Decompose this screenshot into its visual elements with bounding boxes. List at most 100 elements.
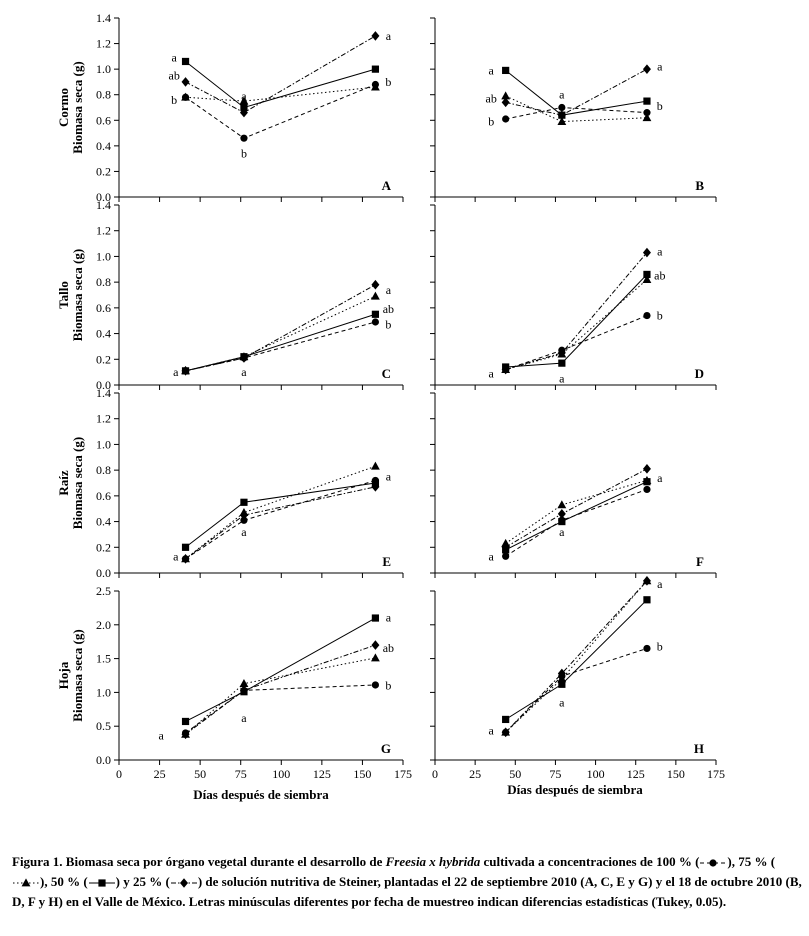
data-point: [502, 715, 510, 724]
panel-C: 0.0 0.2 0.4 0.6 0.8 1.0 1.2 1.4 a a a ab b C: [96, 198, 404, 392]
panel-F: a a a F: [430, 392, 717, 578]
y-tick-label: 0.6: [96, 113, 111, 127]
data-point: [558, 103, 566, 112]
significance-letter: b: [657, 639, 663, 653]
significance-letter: a: [173, 365, 179, 379]
panel-G: 0.0 0.5 1.0 1.5 2.0 2.5 0 25 50 75 100 125 150 175 a a a…: [96, 584, 412, 781]
significance-letter: a: [657, 577, 663, 591]
data-point: [642, 576, 651, 586]
legend-swatch-100: [700, 859, 727, 867]
legend-swatch-25: [170, 878, 197, 888]
row-title: Hoja Biomasa seca (g): [56, 629, 85, 721]
significance-letter: ab: [169, 69, 180, 83]
significance-letter: a: [489, 549, 495, 563]
row-organ-label: Tallo: [56, 281, 71, 309]
row-unit-label: Biomasa seca (g): [70, 437, 85, 529]
y-tick-label: 2.0: [96, 618, 111, 632]
data-point: [240, 103, 248, 112]
data-point: [181, 717, 190, 726]
data-point: [557, 348, 566, 358]
panel-label: A: [382, 178, 392, 193]
caption-mid: cultivada a concentraciones de 100 % (: [480, 854, 700, 869]
significance-letter: a: [657, 60, 663, 74]
data-point: [643, 644, 651, 653]
series-line: [505, 580, 648, 733]
significance-letter: a: [657, 244, 663, 258]
series-line: [505, 488, 648, 557]
y-tick-label: 2.5: [96, 584, 111, 598]
y-tick-label: 0.0: [96, 566, 111, 580]
series-line: [185, 617, 376, 722]
data-point: [240, 516, 248, 524]
significance-letter: a: [386, 470, 392, 484]
row-unit-label: Biomasa seca (g): [70, 629, 85, 721]
significance-letter: a: [172, 51, 178, 65]
data-point: [502, 66, 510, 75]
significance-letter: a: [489, 366, 495, 380]
significance-letter: a: [559, 88, 565, 102]
data-point: [501, 364, 510, 375]
data-point: [557, 500, 567, 509]
data-point: [557, 668, 566, 679]
x-tick-label: 25: [154, 767, 166, 781]
x-tick-label: 125: [313, 767, 331, 781]
x-tick-label: 125: [627, 767, 645, 781]
y-tick-label: 0.2: [96, 352, 111, 366]
data-point: [371, 461, 380, 470]
x-tick-label: 50: [509, 767, 521, 781]
y-tick-label: 0.6: [96, 301, 111, 315]
y-tick-label: 1.0: [96, 437, 111, 451]
y-tick-label: 1.4: [96, 198, 111, 212]
x-tick-label: 0: [116, 767, 122, 781]
data-point: [371, 614, 380, 622]
x-tick-label: 150: [667, 767, 685, 781]
significance-letter: a: [173, 549, 179, 563]
significance-letter: a: [159, 729, 165, 743]
data-point: [557, 110, 566, 120]
caption-s75: ), 75 % (: [727, 854, 776, 869]
y-tick-label: 1.2: [96, 37, 111, 51]
data-point: [239, 107, 248, 118]
data-point: [643, 109, 651, 117]
series-line: [185, 644, 376, 735]
y-tick-label: 0.4: [96, 327, 111, 341]
x-tick-label: 75: [549, 767, 561, 781]
data-point: [181, 543, 190, 551]
row-organ-label: Cormo: [56, 88, 71, 127]
data-point: [371, 318, 380, 326]
data-point: [239, 353, 248, 363]
data-point: [240, 498, 248, 506]
data-point: [501, 727, 510, 738]
panel-label: G: [381, 741, 391, 756]
significance-letter: a: [657, 471, 663, 485]
series-line: [185, 486, 376, 560]
y-tick-label: 0.5: [96, 719, 111, 733]
data-point: [558, 517, 566, 526]
series-line: [505, 468, 648, 548]
caption-species: Freesia x hybrida: [385, 854, 481, 869]
significance-letter: b: [171, 93, 177, 107]
y-tick-label: 1.0: [96, 249, 111, 263]
data-point: [181, 729, 190, 740]
significance-letter: a: [559, 696, 565, 710]
row-title: Tallo Biomasa seca (g): [56, 249, 85, 341]
data-point: [502, 552, 510, 560]
series-line: [505, 274, 648, 368]
data-point: [239, 679, 249, 688]
series-line: [185, 61, 376, 109]
x-tick-label: 150: [353, 767, 371, 781]
panel-label: B: [695, 178, 704, 193]
legend-swatch-75: [13, 878, 39, 887]
row-title: Cormo Biomasa seca (g): [56, 61, 85, 153]
series-line: [185, 86, 376, 102]
y-tick-label: 1.4: [96, 11, 111, 25]
data-point: [240, 134, 248, 142]
y-tick-label: 0.6: [96, 489, 111, 503]
y-tick-label: 0.0: [96, 190, 111, 204]
data-point: [557, 674, 567, 683]
row-organ-label: Raíz: [56, 470, 71, 496]
data-point: [181, 57, 190, 66]
legend-swatch-50: [88, 879, 115, 887]
